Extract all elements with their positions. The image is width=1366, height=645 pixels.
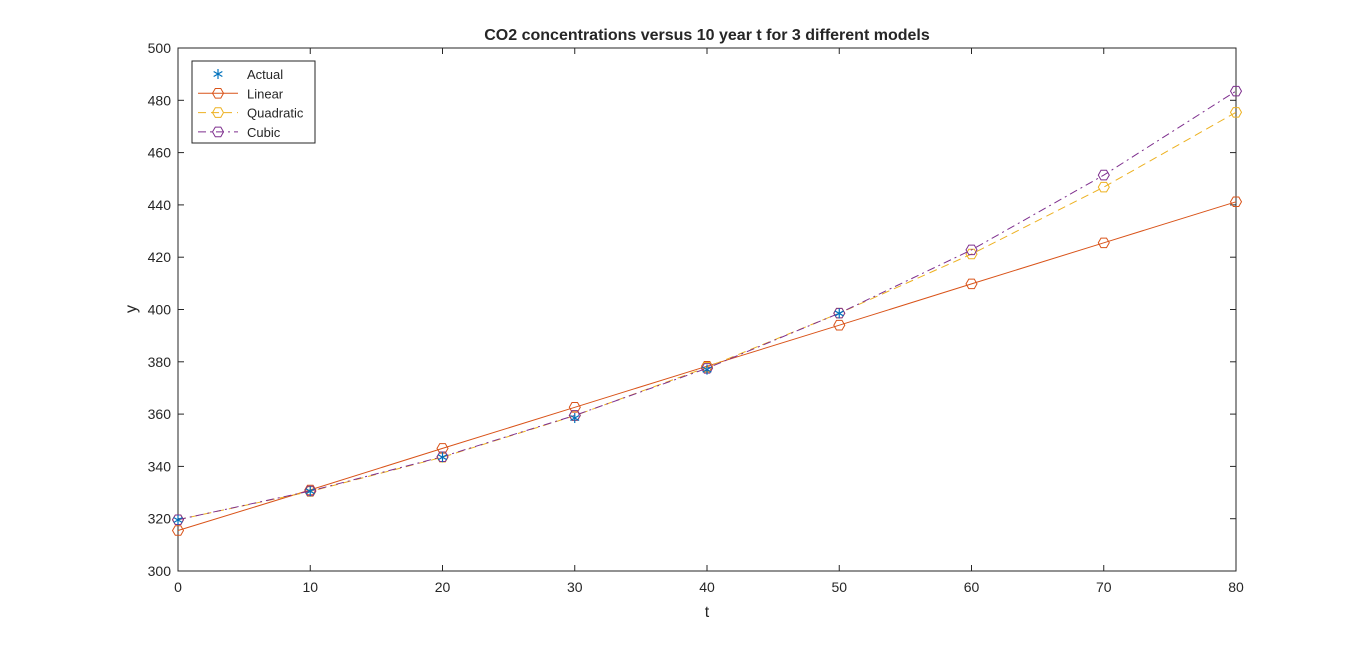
legend-marker-actual-stroke: [213, 70, 223, 78]
data-point-actual-stroke: [702, 366, 712, 373]
series-cubic: [171, 85, 1243, 525]
legend-label-linear: Linear: [247, 86, 284, 101]
data-point-cubic: [833, 307, 846, 319]
y-tick-label: 480: [148, 92, 172, 108]
legend-item-cubic: Cubic: [198, 125, 281, 140]
y-tick-label: 300: [148, 563, 172, 579]
data-point-linear: [1097, 237, 1110, 249]
legend-item-quadratic: Quadratic: [198, 106, 304, 121]
y-tick-label: 360: [148, 406, 172, 422]
data-point-actual-stroke: [437, 454, 448, 461]
y-tick-label: 400: [148, 302, 172, 318]
data-point-actual: [173, 515, 183, 526]
series-line-cubic: [177, 90, 1237, 521]
data-point-actual: [437, 452, 448, 463]
data-point-cubic: [965, 244, 978, 256]
data-point-linear: [1229, 196, 1243, 207]
x-tick-label: 20: [435, 579, 451, 595]
axes-box: [177, 47, 1237, 572]
data-point-actual: [305, 486, 315, 497]
y-tick-label: 420: [148, 249, 172, 265]
x-axis-label: t: [705, 604, 710, 621]
series-actual: [173, 308, 844, 526]
data-point-linear: [171, 525, 185, 536]
legend-marker-cubic: [211, 126, 225, 138]
legend-marker-quadratic: [211, 107, 225, 118]
data-point-actual: [570, 413, 580, 424]
data-point-cubic: [436, 451, 449, 462]
y-tick-label: 460: [148, 145, 172, 161]
y-tick-label: 320: [148, 511, 172, 527]
data-point-cubic: [171, 514, 185, 525]
y-tick-label: 440: [148, 197, 172, 213]
y-tick-label: 500: [148, 40, 172, 56]
chart-title: CO2 concentrations versus 10 year t for …: [484, 27, 930, 44]
x-tick-label: 40: [699, 579, 715, 595]
data-point-cubic: [304, 485, 317, 497]
data-point-actual-stroke: [834, 310, 844, 317]
legend-marker-actual: [213, 69, 223, 79]
data-point-linear: [568, 402, 581, 413]
data-point-cubic: [700, 363, 714, 374]
x-tick-label: 60: [964, 579, 980, 595]
data-point-quadratic: [1097, 181, 1110, 193]
data-point-quadratic: [1229, 107, 1243, 118]
x-tick-label: 80: [1228, 579, 1244, 595]
x-tick-label: 50: [831, 579, 847, 595]
x-tick-label: 70: [1096, 579, 1112, 595]
data-point-linear: [304, 484, 317, 496]
data-point-linear: [965, 278, 978, 290]
data-point-actual-stroke: [305, 488, 315, 495]
axes: 0 10 20 30 40 50 60 70 80 300 320 340 360 380 400 420 44…: [148, 40, 1244, 595]
legend-box: [191, 60, 316, 144]
x-tick-label: 0: [174, 579, 182, 595]
data-point-quadratic: [965, 248, 978, 260]
legend-item-linear: Linear: [198, 86, 284, 101]
y-tick-label: 340: [148, 458, 172, 474]
legend-label-quadratic: Quadratic: [247, 106, 304, 121]
data-point-actual-stroke: [173, 516, 183, 524]
legend-label-actual: Actual: [247, 67, 283, 82]
legend-marker-linear: [211, 88, 225, 99]
data-point-cubic: [1229, 85, 1243, 97]
y-tick-label: 380: [148, 354, 172, 370]
data-point-actual-stroke: [570, 415, 580, 422]
x-tick-label: 30: [567, 579, 583, 595]
legend-item-actual: Actual: [213, 67, 283, 82]
y-axis-label: y: [123, 305, 140, 313]
data-point-cubic: [1097, 169, 1110, 181]
data-point-actual: [702, 364, 712, 375]
data-point-linear: [833, 319, 846, 331]
x-tick-label: 10: [302, 579, 318, 595]
legend: Actual Linear Quadratic Cubic: [191, 60, 316, 144]
data-point-actual: [834, 308, 844, 319]
legend-label-cubic: Cubic: [247, 125, 281, 140]
plot-area: [171, 85, 1243, 536]
